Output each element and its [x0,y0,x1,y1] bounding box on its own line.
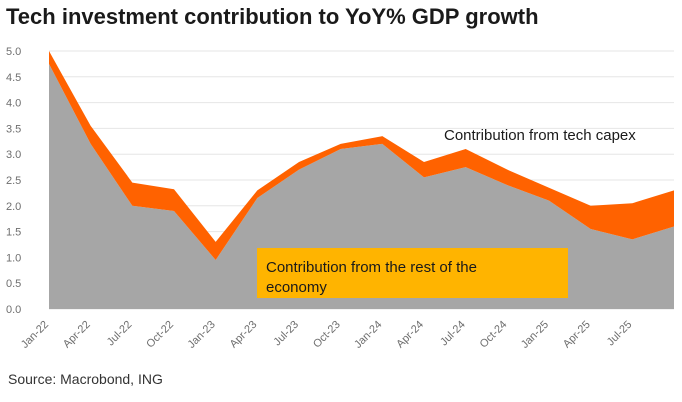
chart: 0.0 0.5 1.0 1.5 2.0 2.5 3.0 3.5 4.0 4.5 5.0 Jan-22… [6,46,674,351]
y-tick-label: 2.5 [6,175,21,187]
x-tick-label: Jan-25 [519,319,551,351]
y-axis: 0.0 0.5 1.0 1.5 2.0 2.5 3.0 3.5 4.0 4.5 5.0 [6,46,21,316]
x-tick-label: Jul-25 [605,319,635,349]
x-tick-label: Apr-25 [561,319,593,351]
y-tick-label: 0.5 [6,278,21,290]
x-tick-label: Jan-24 [352,319,384,351]
annotation-tech-capex: Contribution from tech capex [444,127,636,144]
y-tick-label: 0.0 [6,304,21,316]
y-tick-label: 1.5 [6,227,21,239]
x-tick-label: Jul-24 [438,319,468,349]
y-tick-label: 2.0 [6,201,21,213]
y-tick-label: 3.0 [6,149,21,161]
x-tick-label: Jul-23 [271,319,301,349]
plot-area [49,51,674,310]
y-tick-label: 4.0 [6,98,21,110]
x-tick-label: Jan-23 [186,319,218,351]
x-tick-label: Jul-22 [105,319,135,349]
x-tick-label: Apr-24 [394,319,426,351]
area-rest-of-economy [49,63,674,310]
annotation-rest-line2: economy [266,279,327,296]
chart-title: Tech investment contribution to YoY% GDP… [6,4,539,29]
y-tick-label: 3.5 [6,123,21,135]
annotation-rest-line1: Contribution from the rest of the [266,259,477,276]
y-tick-label: 4.5 [6,72,21,84]
source-note: Source: Macrobond, ING [8,371,163,387]
y-tick-label: 1.0 [6,252,21,264]
x-tick-label: Oct-24 [478,319,510,351]
x-axis: Jan-22 Apr-22 Jul-22 Oct-22 Jan-23 Apr-23 Jul-… [19,319,635,351]
x-tick-label: Apr-22 [61,319,93,351]
annotation-rest-box [257,248,568,298]
x-tick-label: Oct-22 [144,319,176,351]
y-tick-label: 5.0 [6,46,21,58]
x-tick-label: Oct-23 [311,319,343,351]
x-tick-label: Apr-23 [228,319,260,351]
x-tick-label: Jan-22 [19,319,51,351]
